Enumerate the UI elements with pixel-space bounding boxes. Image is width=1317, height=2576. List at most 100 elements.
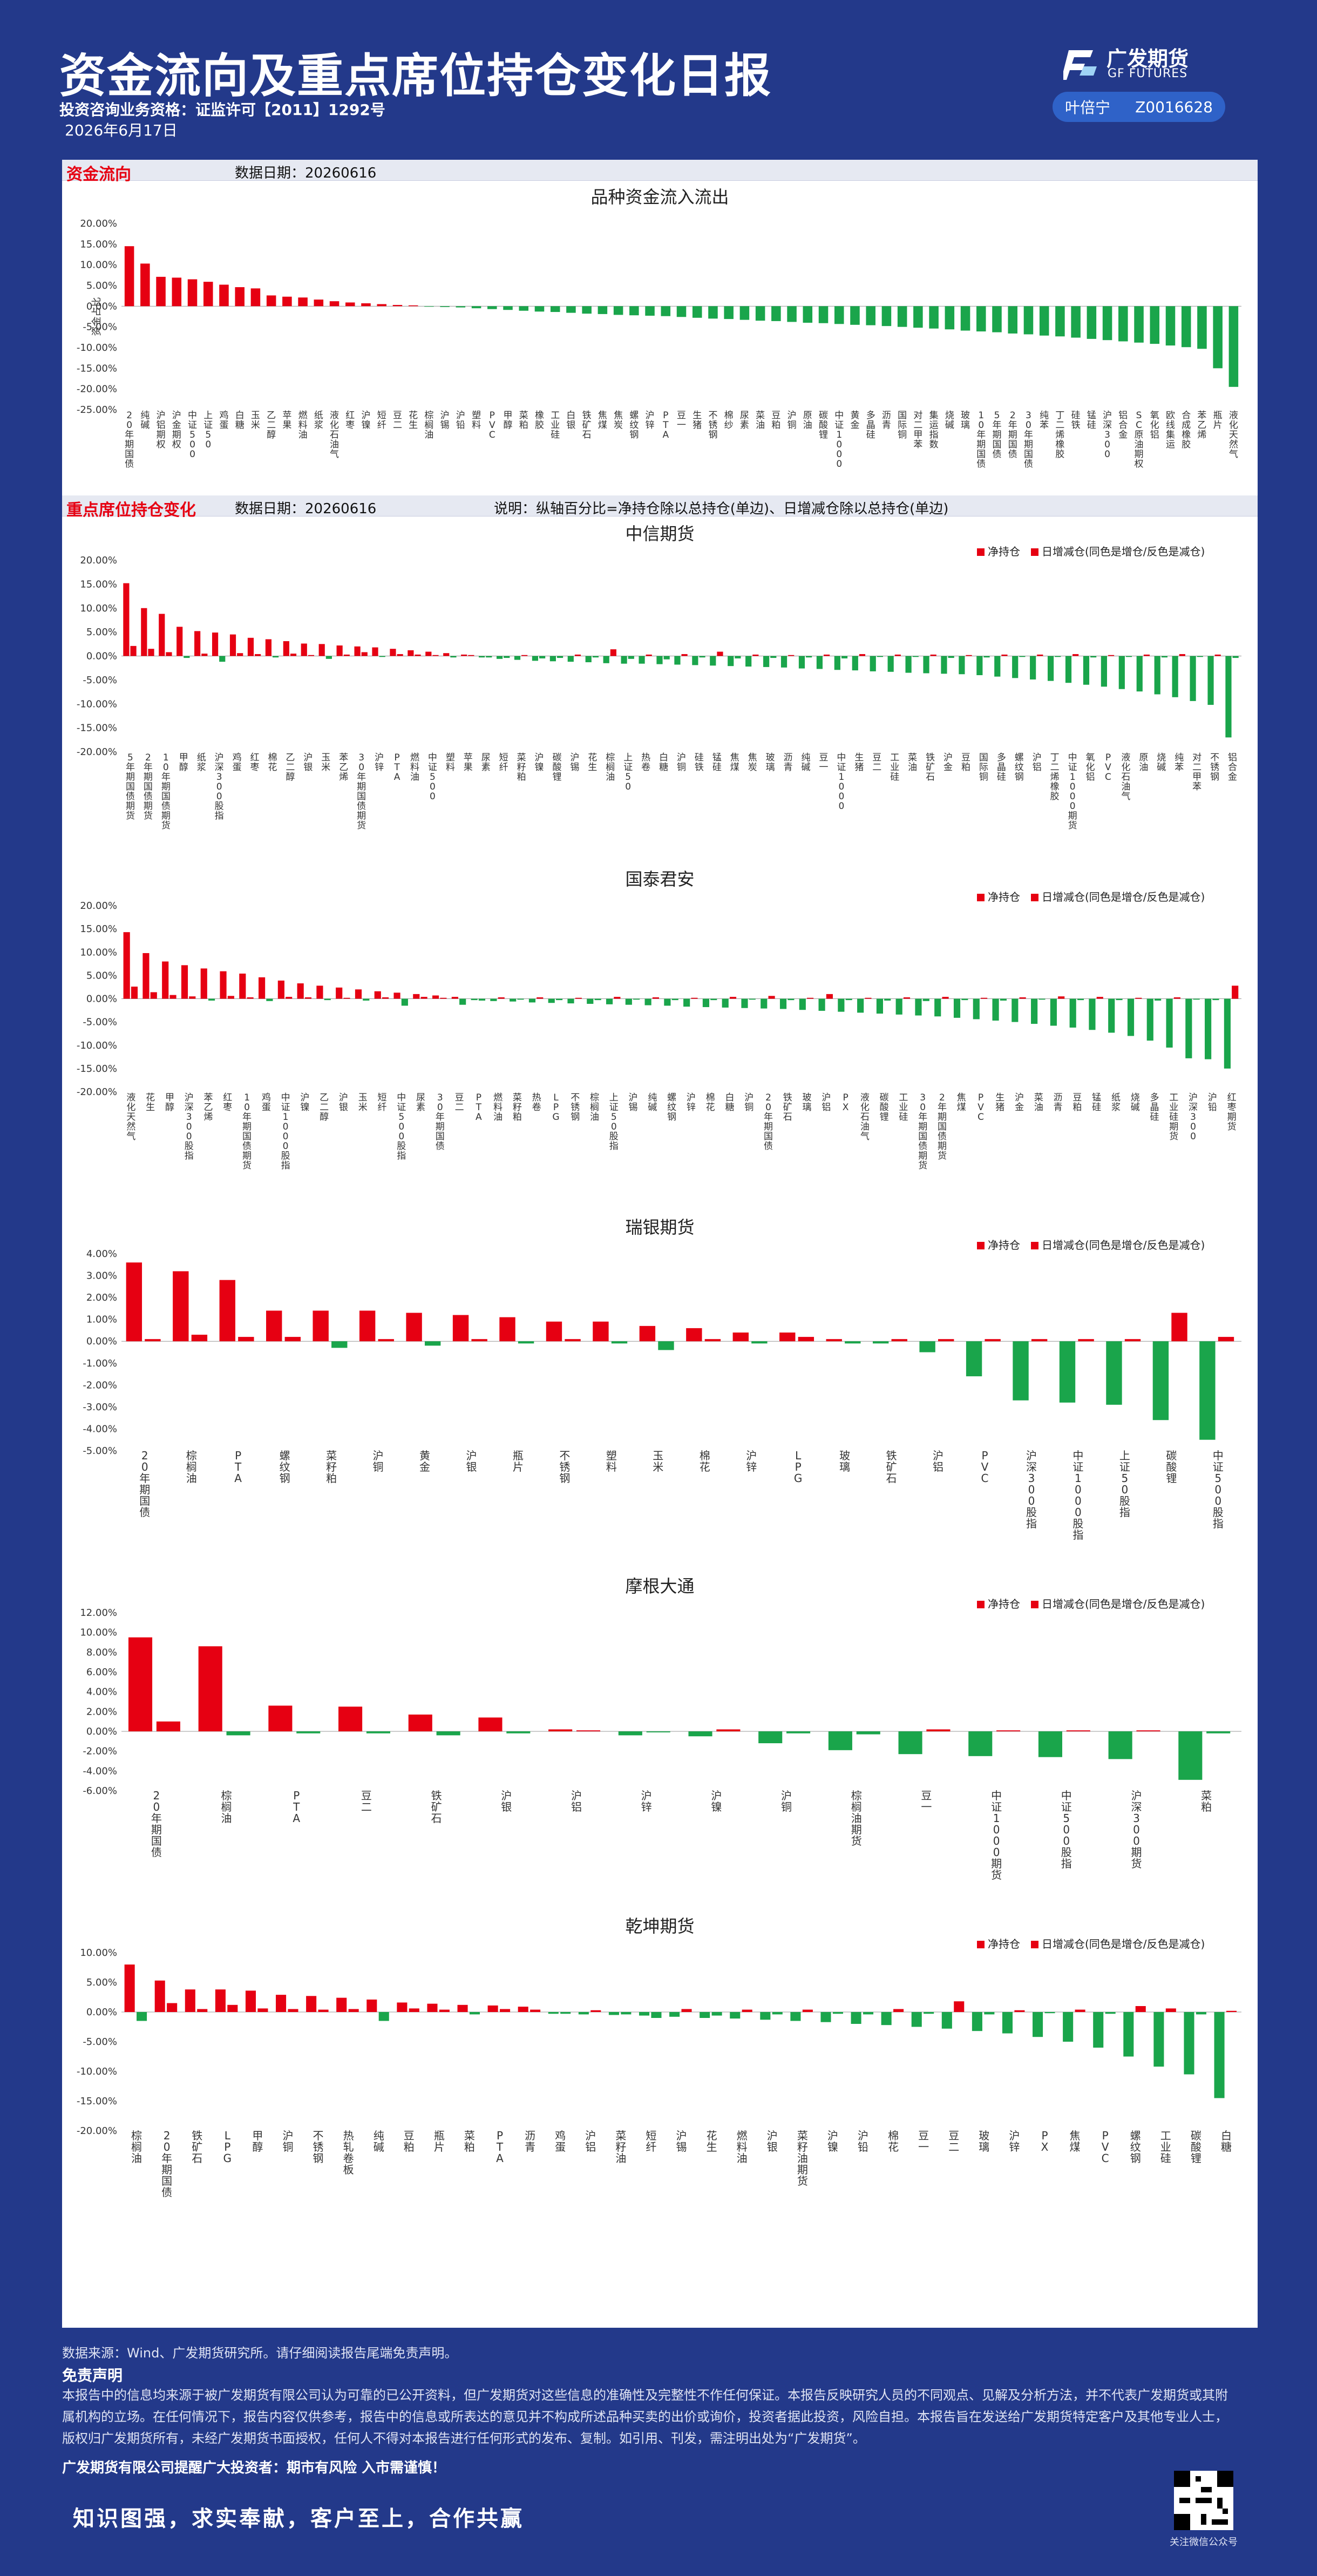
x-tick-char: 国 (976, 449, 986, 460)
bar-net (857, 998, 864, 1013)
x-tick-char: S (1136, 410, 1142, 421)
x-tick-char: 玉 (321, 752, 330, 763)
x-tick-label: 沪深 3 0 0 股指 (185, 1092, 194, 1161)
bar-net (361, 303, 371, 307)
x-tick-char: 指 (929, 430, 939, 440)
y-tick-label: 4.00% (86, 1248, 117, 1260)
x-tick-char: 酸 (1191, 2140, 1201, 2153)
bar-net (692, 306, 702, 318)
x-tick-char: 沪 (535, 752, 544, 763)
x-tick-char: 油 (1139, 762, 1148, 773)
x-tick-label: 铁矿石 (431, 1789, 442, 1825)
x-tick-label: 烧碱 (945, 410, 954, 431)
x-tick-char: 工 (1160, 2129, 1171, 2142)
x-tick-char: 证 (428, 762, 437, 773)
x-tick-label: 沪银 (767, 2129, 778, 2153)
bar-change (1014, 2010, 1025, 2012)
bar-change (208, 998, 215, 1001)
bar-change (1232, 985, 1239, 999)
x-tick-char: 猪 (693, 420, 702, 431)
bar-change (379, 656, 385, 657)
x-tick-label: 黄金 (850, 410, 859, 431)
bar-change (1135, 997, 1142, 999)
x-tick-char: 股 (1213, 1506, 1224, 1519)
x-tick-char: 货 (1131, 1857, 1142, 1870)
x-tick-char: 0 (1190, 1122, 1196, 1132)
bar-net (1023, 306, 1034, 335)
x-tick-char: 年 (126, 762, 135, 773)
x-tick-char: 钢 (559, 1472, 570, 1485)
bar-change (539, 656, 546, 658)
x-tick-char: 0 (398, 1131, 404, 1142)
x-tick-char: 粕 (1201, 1800, 1212, 1813)
x-tick-char: 碱 (1131, 1102, 1140, 1113)
bar-net (1047, 656, 1054, 681)
bar-change (1179, 654, 1185, 656)
bar-net (194, 631, 201, 656)
x-tick-label: 菜粕 (464, 2129, 475, 2153)
x-tick-char: 国 (1008, 439, 1017, 450)
x-tick-char: 1 (1075, 1472, 1082, 1485)
y-tick-label: 0.00% (86, 1336, 117, 1347)
x-tick-char: 0 (839, 791, 845, 802)
x-tick-char: 短 (499, 752, 508, 763)
x-tick-char: 生 (409, 420, 418, 431)
bar-net (598, 306, 608, 314)
x-tick-label: 中证 1 0 0 0 期货 (991, 1789, 1002, 1881)
bar-net (1205, 998, 1212, 1059)
x-tick-char: 沪 (157, 410, 166, 421)
x-tick-label: 1 0 年期国债期货 (242, 1092, 252, 1171)
bar-net (534, 306, 545, 312)
x-tick-char: 0 (189, 439, 195, 450)
bar-change (671, 998, 678, 1001)
x-tick-char: 0 (1028, 1494, 1035, 1507)
x-tick-char: 花 (268, 762, 277, 773)
bar-change (845, 1341, 861, 1344)
x-tick-label: 苹果 (464, 752, 473, 773)
x-tick-char: 国 (993, 439, 1002, 450)
bar-net (818, 306, 829, 323)
bar-net (790, 2012, 801, 2021)
x-tick-char: 铜 (788, 420, 797, 431)
bar-net (897, 306, 907, 327)
x-tick-char: 黄 (850, 410, 859, 421)
y-tick-label: -10.00% (77, 2066, 117, 2077)
x-tick-char: 纹 (667, 1102, 676, 1113)
x-tick-char: 油 (803, 420, 812, 431)
x-tick-char: 氧 (1150, 410, 1159, 421)
x-tick-label: 苯乙烯 (203, 1092, 213, 1123)
x-tick-char: 沪 (676, 2129, 687, 2142)
bar-change (201, 654, 208, 656)
x-tick-char: L (553, 1092, 559, 1103)
x-tick-char: 中 (397, 1092, 406, 1103)
x-tick-char: 债 (918, 1141, 927, 1152)
bar-change (1196, 2012, 1206, 2015)
bar-net (329, 301, 340, 307)
analyst-name: 叶倍宁 (1065, 99, 1111, 117)
x-tick-label: 锰硅 (1087, 410, 1096, 431)
x-tick-label: 菜粕 (519, 410, 528, 431)
x-tick-char: 成 (1182, 420, 1191, 431)
x-tick-char: 花 (409, 410, 418, 421)
x-tick-char: 铁 (695, 762, 704, 773)
bar-net (392, 305, 403, 307)
x-tick-label: 国际铜 (979, 752, 988, 783)
x-tick-char: 期 (161, 811, 171, 821)
x-tick-label: 豆一 (677, 410, 686, 431)
x-tick-char: 然 (1229, 439, 1238, 450)
x-tick-label: 燃料油 (298, 410, 308, 440)
x-tick-char: 油 (298, 430, 308, 440)
bar-change (752, 654, 759, 656)
x-tick-char: 液 (1121, 752, 1130, 763)
x-tick-char: 银 (303, 762, 313, 773)
bar-change (751, 1341, 768, 1344)
bar-change (237, 653, 243, 656)
bar-change (574, 654, 581, 656)
x-tick-char: 气 (126, 1131, 135, 1142)
bar-net (887, 656, 894, 672)
x-tick-char: 卷 (641, 762, 650, 773)
x-tick-char: 碳 (1191, 2129, 1201, 2142)
x-tick-char: 债 (357, 801, 366, 812)
x-tick-char: 油 (424, 430, 433, 440)
x-tick-label: 塑料 (606, 1449, 617, 1473)
